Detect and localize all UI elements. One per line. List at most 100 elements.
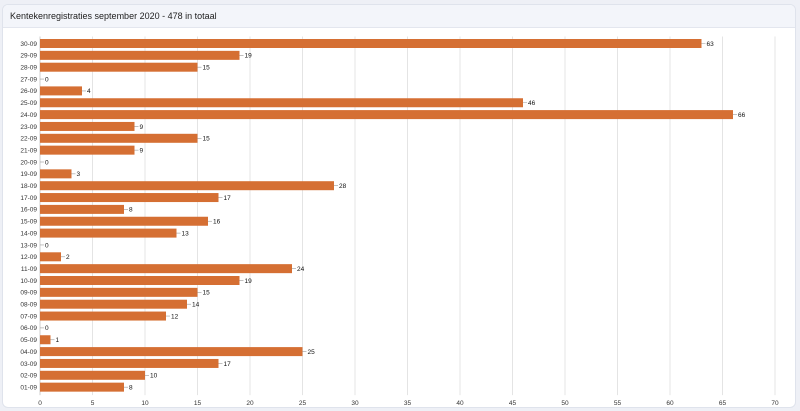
x-tick-label: 0 [38, 400, 42, 406]
data-label: 4 [87, 88, 91, 95]
data-label: 0 [45, 159, 49, 166]
data-label: 17 [224, 361, 232, 368]
y-tick-label: 26-09 [20, 88, 37, 95]
data-label: 19 [245, 53, 253, 60]
x-tick-label: 55 [614, 400, 622, 406]
data-label: 0 [45, 242, 49, 249]
bar [40, 62, 198, 72]
data-label: 13 [182, 230, 190, 237]
data-label: 3 [77, 171, 81, 178]
y-tick-label: 14-09 [20, 230, 37, 237]
data-label: 15 [203, 136, 211, 143]
bar [40, 287, 198, 297]
x-tick-label: 15 [194, 400, 202, 406]
data-label: 19 [245, 278, 253, 285]
y-tick-label: 18-09 [20, 183, 37, 190]
y-tick-label: 09-09 [20, 290, 37, 297]
chart-card: Kentekenregistraties september 2020 - 47… [2, 4, 796, 408]
bar [40, 169, 72, 179]
y-tick-label: 01-09 [20, 384, 37, 391]
data-label: 66 [738, 112, 746, 119]
x-tick-label: 40 [456, 400, 464, 406]
y-tick-label: 19-09 [20, 171, 37, 178]
bar [40, 204, 124, 214]
y-tick-label: 04-09 [20, 349, 37, 356]
y-tick-label: 03-09 [20, 361, 37, 368]
y-tick-label: 16-09 [20, 207, 37, 214]
y-tick-label: 29-09 [20, 53, 37, 60]
y-tick-label: 30-09 [20, 41, 37, 48]
data-label: 28 [339, 183, 347, 190]
bar [40, 228, 177, 238]
bar [40, 276, 240, 285]
bar [40, 98, 523, 108]
bar [40, 110, 733, 120]
x-tick-label: 70 [771, 400, 779, 406]
bar [40, 121, 135, 131]
bar [40, 347, 303, 357]
bar [40, 335, 51, 345]
y-tick-label: 28-09 [20, 65, 37, 72]
y-tick-label: 11-09 [21, 266, 38, 273]
data-label: 17 [224, 195, 232, 202]
x-tick-label: 10 [141, 400, 149, 406]
bar [40, 133, 198, 143]
y-tick-label: 10-09 [20, 278, 37, 285]
y-tick-label: 20-09 [20, 159, 37, 166]
x-tick-label: 35 [404, 400, 412, 406]
y-tick-label: 08-09 [20, 302, 37, 309]
data-label: 10 [150, 373, 158, 380]
data-label: 15 [203, 65, 211, 72]
data-label: 12 [171, 313, 179, 320]
y-tick-label: 15-09 [20, 219, 37, 226]
y-tick-label: 07-09 [20, 313, 37, 320]
x-tick-label: 50 [561, 400, 569, 406]
y-tick-label: 21-09 [20, 147, 37, 154]
y-tick-label: 25-09 [20, 100, 37, 107]
x-tick-label: 25 [299, 400, 307, 406]
data-label: 8 [129, 207, 133, 214]
data-label: 9 [140, 147, 144, 154]
x-tick-label: 45 [509, 400, 517, 406]
y-tick-label: 22-09 [20, 136, 37, 143]
bar [40, 39, 702, 48]
bar [40, 193, 219, 203]
data-label: 0 [45, 325, 49, 332]
data-label: 1 [56, 337, 60, 344]
bar [40, 382, 124, 392]
data-label: 8 [129, 384, 133, 391]
bar [40, 181, 334, 191]
y-tick-label: 02-09 [20, 373, 37, 380]
data-label: 2 [66, 254, 70, 261]
data-label: 14 [192, 302, 200, 309]
x-tick-label: 60 [666, 400, 674, 406]
x-tick-label: 65 [719, 400, 727, 406]
y-tick-label: 24-09 [20, 112, 37, 119]
bar [40, 86, 82, 96]
y-tick-label: 17-09 [20, 195, 37, 202]
bar [40, 145, 135, 155]
x-tick-label: 5 [91, 400, 95, 406]
y-tick-label: 06-09 [20, 325, 37, 332]
data-label: 46 [528, 100, 536, 107]
bar [40, 264, 292, 274]
data-label: 16 [213, 219, 221, 226]
data-label: 24 [297, 266, 305, 273]
data-label: 63 [707, 41, 715, 48]
y-tick-label: 12-09 [20, 254, 37, 261]
bar [40, 216, 208, 226]
chart-area: 0 5 10 15 20 25 30 35 40 45 50 55 60 65 70 30-09 63 29-09… [3, 28, 795, 407]
data-label: 0 [45, 76, 49, 83]
data-label: 9 [140, 124, 144, 131]
y-tick-label: 23-09 [20, 124, 37, 131]
card-title: Kentekenregistraties september 2020 - 47… [3, 5, 795, 28]
y-tick-label: 05-09 [20, 337, 37, 344]
bar [40, 311, 166, 321]
x-tick-label: 20 [246, 400, 254, 406]
bar [40, 50, 240, 60]
bar [40, 299, 187, 309]
y-tick-label: 13-09 [20, 242, 37, 249]
x-tick-label: 30 [351, 400, 359, 406]
bar [40, 370, 145, 380]
